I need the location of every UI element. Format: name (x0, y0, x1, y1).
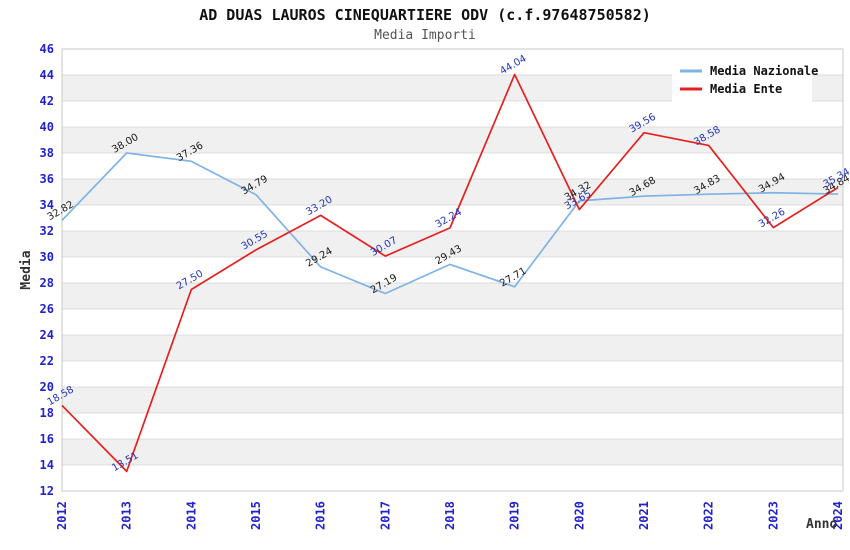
x-axis-title: Anno (806, 517, 837, 532)
series-line-media-ente (61, 73, 839, 473)
y-tick-label: 22 (40, 354, 54, 368)
point-value-label: 32.24 (434, 207, 464, 231)
y-tick-label: 42 (40, 94, 54, 108)
y-tick-label: 44 (40, 68, 54, 82)
y-axis-title: Media (19, 250, 34, 289)
y-tick-label: 12 (40, 484, 54, 498)
y-tick-label: 24 (40, 328, 54, 342)
x-tick-label: 2023 (766, 501, 780, 530)
y-tick-label: 40 (40, 120, 54, 134)
y-tick-label: 14 (40, 458, 54, 472)
y-tick-label: 26 (40, 302, 54, 316)
y-tick-label: 38 (40, 146, 54, 160)
x-tick-label: 2017 (378, 501, 392, 530)
x-tick-label: 2022 (702, 501, 716, 530)
y-tick-label: 16 (40, 432, 54, 446)
y-tick-label: 46 (40, 42, 54, 56)
x-tick-label: 2016 (314, 501, 328, 530)
series-line-media-nazionale (61, 152, 839, 295)
plot-grid (61, 48, 844, 492)
y-tick-label: 20 (40, 380, 54, 394)
x-tick-label: 2021 (637, 501, 651, 530)
x-tick-label: 2024 (831, 501, 845, 530)
y-tick-label: 32 (40, 224, 54, 238)
point-value-label: 44.04 (498, 53, 528, 77)
x-tick-label: 2013 (120, 501, 134, 530)
y-tick-label: 18 (40, 406, 54, 420)
x-tick-label: 2014 (184, 501, 198, 530)
x-axis: 2012 2013 2014 2015 2016 2017 2018 2019 2020 2021… (55, 501, 845, 532)
x-tick-label: 2015 (249, 501, 263, 530)
y-tick-label: 28 (40, 276, 54, 290)
chart-subtitle: Media Importi (374, 28, 476, 43)
legend-label-media-ente: Media Ente (710, 82, 782, 96)
y-axis: 12 14 16 18 20 22 24 26 28 30 32 34 36 38 40 42 44 46 Medi… (19, 42, 54, 498)
legend-label-media-nazionale: Media Nazionale (710, 64, 818, 78)
y-tick-label: 36 (40, 172, 54, 186)
y-tick-label: 30 (40, 250, 54, 264)
x-tick-label: 2019 (508, 501, 522, 530)
chart-title: AD DUAS LAUROS CINEQUARTIERE ODV (c.f.97… (199, 6, 651, 24)
legend-box (672, 57, 812, 103)
plot-border (61, 48, 844, 492)
legend: Media Nazionale Media Ente (672, 57, 818, 103)
y-tick-label: 34 (40, 198, 54, 212)
x-tick-label: 2012 (55, 501, 69, 530)
x-tick-label: 2020 (572, 501, 586, 530)
x-tick-label: 2018 (443, 501, 457, 530)
